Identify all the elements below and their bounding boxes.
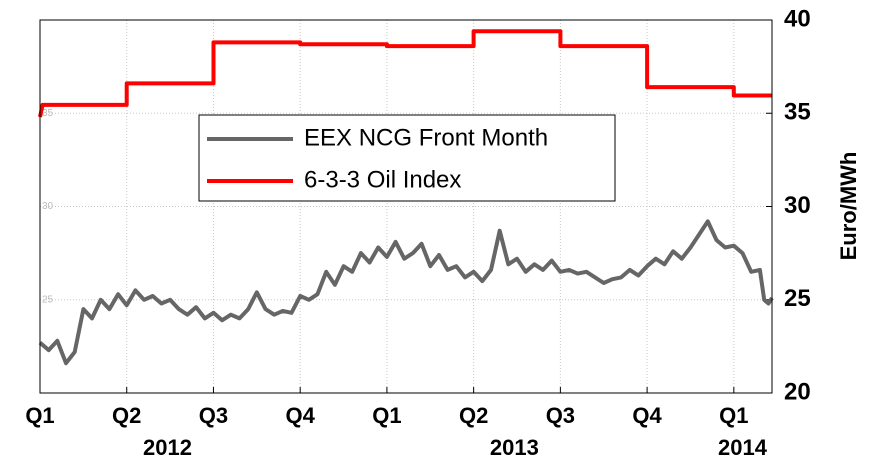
y-tick-label: 30 [784, 192, 811, 219]
x-tick-label: Q3 [546, 403, 575, 428]
x-tick-label: Q2 [459, 403, 488, 428]
year-label: 2014 [718, 435, 768, 460]
y-tick-label: 40 [784, 5, 811, 32]
year-label: 2013 [490, 435, 539, 460]
y-tick-label: 35 [784, 99, 811, 126]
y-axis-label: Euro/MWh [836, 152, 861, 261]
legend-label: EEX NCG Front Month [304, 124, 548, 151]
x-tick-label: Q1 [25, 403, 54, 428]
y-tick-label-left: 35 [42, 108, 54, 119]
y-tick-label-left: 30 [42, 201, 54, 212]
x-tick-label: Q4 [632, 403, 662, 428]
y-tick-label-left: 25 [42, 294, 54, 305]
legend-box [198, 114, 616, 202]
x-tick-label: Q1 [719, 403, 748, 428]
x-tick-label: Q1 [372, 403, 401, 428]
year-label: 2012 [143, 435, 192, 460]
legend-label: 6-3-3 Oil Index [304, 166, 461, 193]
x-tick-label: Q3 [199, 403, 228, 428]
series-line [38, 29, 772, 118]
y-tick-label: 25 [784, 285, 811, 312]
x-tick-label: Q4 [286, 403, 316, 428]
series-line [38, 219, 774, 366]
x-tick-label: Q2 [112, 403, 141, 428]
y-tick-label: 20 [784, 378, 811, 405]
plot-frame [39, 19, 773, 394]
